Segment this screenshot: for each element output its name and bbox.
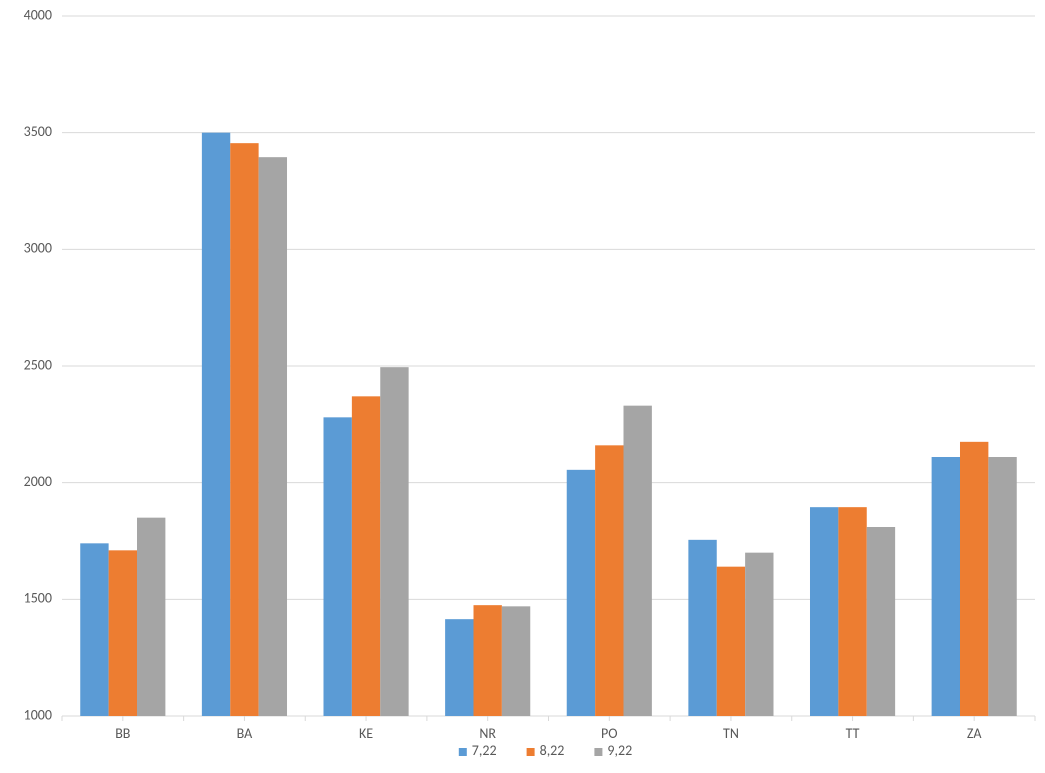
bar <box>352 396 380 716</box>
bar <box>988 457 1016 716</box>
x-axis-label: BB <box>115 725 131 742</box>
x-axis-label: BA <box>237 725 253 742</box>
bar <box>745 553 773 716</box>
y-axis-label: 3500 <box>24 123 52 140</box>
x-axis-label: NR <box>479 725 496 742</box>
x-axis-label: TN <box>723 725 739 742</box>
y-axis-label: 2000 <box>24 473 52 490</box>
bar <box>595 445 623 716</box>
bar <box>137 518 165 716</box>
bar <box>502 606 530 716</box>
bar <box>838 507 866 716</box>
bar <box>445 619 473 716</box>
bar-chart: 1000 1500 2000 2500 3000 3500 4000 BB BA KE NR PO TN… <box>0 0 1045 773</box>
legend-label: 9,22 <box>607 742 632 759</box>
legend-marker <box>527 748 535 756</box>
legend-label: 7,22 <box>472 742 497 759</box>
y-axis-label: 2500 <box>24 356 52 373</box>
y-axis-label: 1500 <box>24 590 52 607</box>
legend-label: 8,22 <box>540 742 565 759</box>
bar <box>259 157 287 716</box>
y-axis-label: 3000 <box>24 240 52 257</box>
bar <box>717 567 745 716</box>
x-axis-label: KE <box>359 725 373 742</box>
bar <box>867 527 895 716</box>
bar <box>230 143 258 716</box>
y-axis-label: 4000 <box>24 6 52 23</box>
bar <box>932 457 960 716</box>
bar <box>688 540 716 716</box>
bar <box>567 470 595 716</box>
bar <box>810 507 838 716</box>
bar <box>109 550 137 716</box>
y-axis-label: 1000 <box>24 706 52 723</box>
bar <box>473 605 501 716</box>
chart-canvas: 1000 1500 2000 2500 3000 3500 4000 BB BA KE NR PO TN… <box>0 0 1045 773</box>
x-axis-label: ZA <box>967 725 982 742</box>
bar <box>80 543 108 716</box>
x-axis-label: PO <box>601 725 618 742</box>
bar <box>380 367 408 716</box>
bar <box>624 406 652 716</box>
legend-marker <box>459 748 467 756</box>
bar <box>960 442 988 716</box>
legend-marker <box>594 748 602 756</box>
bar <box>202 133 230 716</box>
bar <box>323 417 351 716</box>
x-axis-label: TT <box>846 725 860 742</box>
